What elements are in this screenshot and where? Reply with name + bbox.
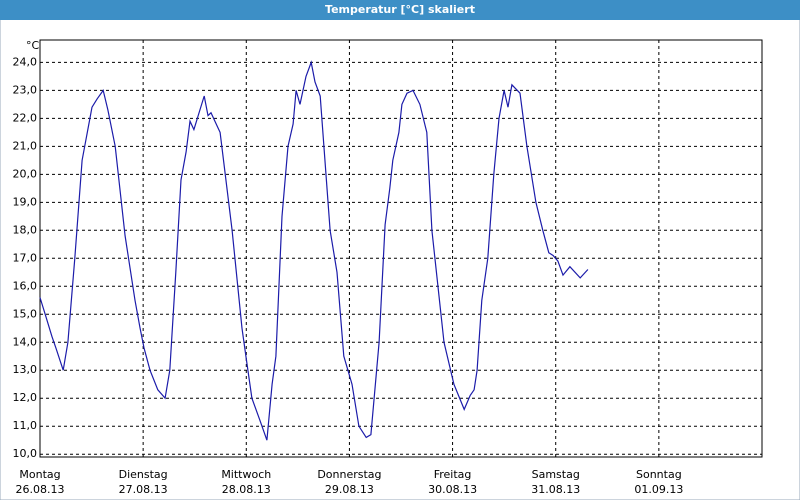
x-tick-date: 30.08.13 [428,483,477,496]
y-tick-label: 17,0 [13,251,38,264]
x-tick-date: 31.08.13 [531,483,580,496]
x-tick-label: Montag [19,468,60,481]
y-tick-label: 10,0 [13,447,38,460]
y-tick-label: 16,0 [13,279,38,292]
x-tick-label: Dienstag [119,468,168,481]
y-tick-label: 18,0 [13,223,38,236]
x-tick-date: 28.08.13 [222,483,271,496]
title: Temperatur [°C] skaliert [325,3,475,16]
x-tick-label: Samstag [532,468,580,481]
y-tick-label: 12,0 [13,391,38,404]
y-tick-label: 11,0 [13,419,38,432]
x-tick-date: 27.08.13 [119,483,168,496]
x-tick-date: 26.08.13 [16,483,65,496]
y-tick-label: 21,0 [13,139,38,152]
y-tick-label: 13,0 [13,363,38,376]
y-tick-label: 24,0 [13,55,38,68]
y-tick-label: 20,0 [13,167,38,180]
temperature-line [39,60,589,441]
plot-frame [39,39,763,458]
y-tick-label: 15,0 [13,307,38,320]
x-tick-label: Sonntag [636,468,682,481]
x-tick-label: Freitag [434,468,472,481]
y-tick-label: 14,0 [13,335,38,348]
x-tick-date: 29.08.13 [325,483,374,496]
y-unit: °C [26,39,40,52]
y-tick-label: 19,0 [13,195,38,208]
y-tick-label: 23,0 [13,83,38,96]
x-tick-label: Mittwoch [221,468,271,481]
title-bar [0,0,800,20]
y-tick-label: 22,0 [13,111,38,124]
x-tick-date: 01.09.13 [634,483,683,496]
x-tick-label: Donnerstag [317,468,381,481]
